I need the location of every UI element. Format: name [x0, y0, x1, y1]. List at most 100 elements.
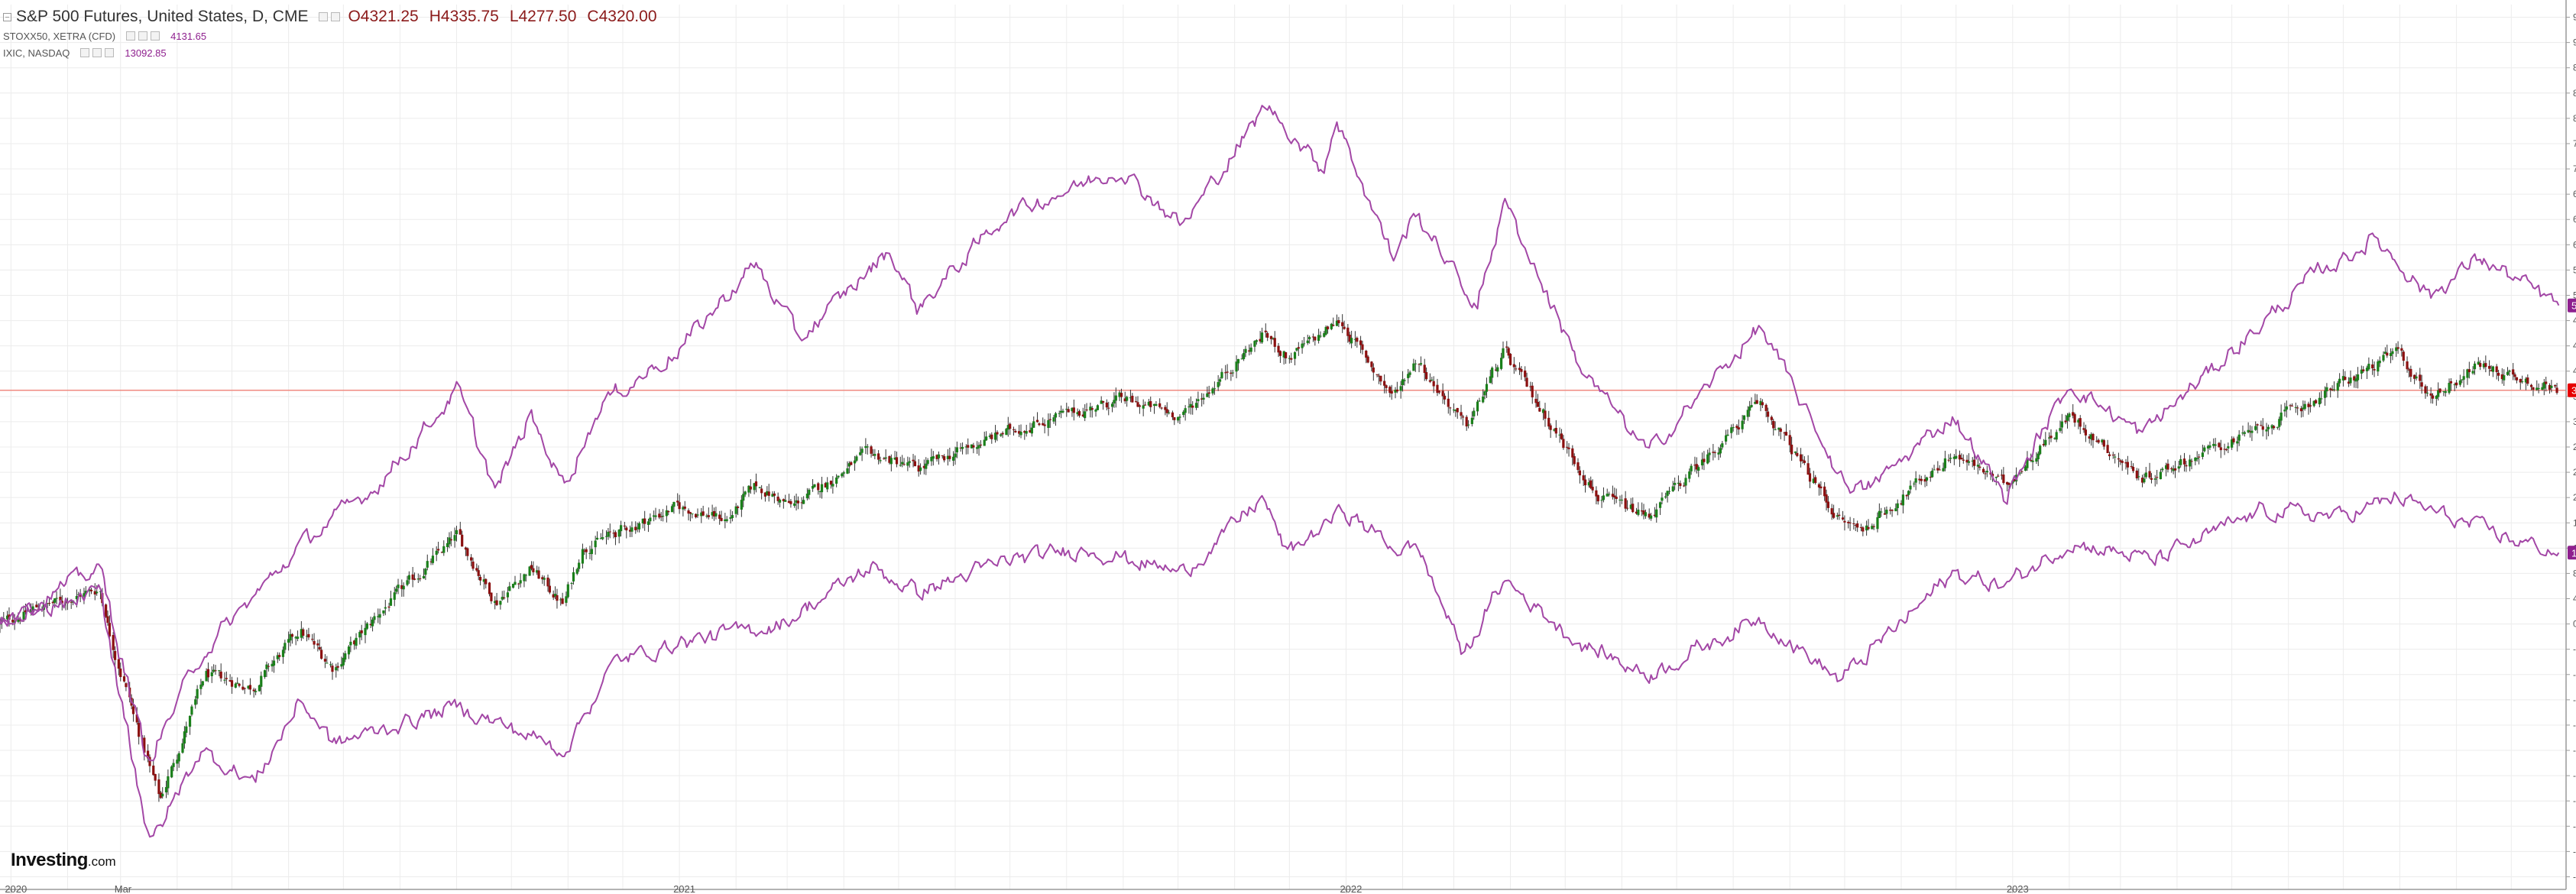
chart-series: [0, 105, 2560, 838]
candle-body: [2194, 457, 2197, 462]
candle: [877, 450, 880, 465]
candle: [707, 507, 710, 520]
candle-body: [653, 515, 656, 517]
candle-body: [281, 649, 285, 657]
candle-body: [424, 568, 427, 575]
candle: [248, 678, 252, 695]
candle-body: [1483, 391, 1486, 396]
candle-body: [808, 489, 811, 495]
candle: [1226, 364, 1229, 380]
candle: [687, 508, 690, 521]
candle: [653, 510, 656, 522]
candle-body: [2150, 478, 2153, 480]
candle: [331, 662, 334, 680]
legend-open: O4321.25: [348, 8, 419, 25]
candle-body: [1637, 509, 1640, 515]
candle-body: [2407, 369, 2411, 371]
candle-body: [70, 601, 73, 603]
candle-body: [1147, 401, 1150, 406]
candle-body: [2267, 426, 2270, 429]
candle: [1589, 476, 1593, 490]
candle-body: [2208, 445, 2211, 448]
candle-body: [951, 456, 955, 461]
candle: [199, 679, 203, 695]
candle: [176, 754, 179, 772]
hide-icon[interactable]: [331, 12, 341, 21]
candle-body: [1819, 486, 1823, 489]
candle-body: [561, 598, 564, 604]
candle-body: [1661, 497, 1664, 501]
candle: [190, 705, 193, 717]
candle: [818, 491, 821, 498]
hide-icon[interactable]: [92, 48, 102, 57]
candle-body: [1255, 340, 1258, 342]
candle-body: [1891, 510, 1894, 511]
candle: [1595, 486, 1598, 505]
candle: [795, 493, 798, 511]
y-axis[interactable]: 96.00%92.00%88.00%84.00%80.00%76.00%72.0…: [2565, 0, 2576, 889]
candle: [658, 509, 661, 520]
settings-icon[interactable]: [126, 31, 136, 40]
candle: [546, 574, 549, 592]
candle-body: [1994, 477, 1998, 478]
candle-body: [2454, 382, 2458, 386]
candle: [889, 454, 893, 471]
candle-body: [2302, 407, 2305, 410]
candle: [2223, 443, 2226, 455]
candle: [796, 496, 800, 510]
candle-body: [2435, 396, 2438, 399]
candle: [1202, 393, 1205, 405]
candle-body: [1076, 412, 1079, 415]
candle-body: [559, 599, 562, 601]
candle-body: [1047, 419, 1050, 428]
hide-icon[interactable]: [138, 31, 148, 40]
candle: [183, 726, 186, 749]
candle: [2526, 374, 2529, 386]
settings-icon[interactable]: [319, 12, 329, 21]
candle-body: [1784, 432, 1788, 436]
candle: [2250, 426, 2254, 442]
candle: [1883, 507, 1887, 515]
y-tick-label: 76.00%: [2573, 138, 2576, 149]
candle: [2437, 382, 2440, 401]
candle-body: [508, 586, 511, 591]
candle-body: [2329, 388, 2332, 390]
candle: [1536, 394, 1540, 407]
remove-icon[interactable]: [151, 31, 160, 40]
candle-body: [323, 659, 327, 662]
candle: [1631, 497, 1635, 513]
candle: [1615, 488, 1618, 504]
candle: [185, 721, 188, 737]
candle: [1473, 407, 1476, 420]
candle: [499, 601, 502, 610]
candle-body: [961, 446, 964, 449]
candle-body: [1901, 494, 1905, 506]
candle: [2323, 386, 2327, 407]
collapse-legend-icon[interactable]: [3, 12, 11, 21]
candle-body: [543, 578, 546, 580]
candle-body: [1323, 332, 1326, 337]
candle: [979, 440, 983, 449]
candle: [2153, 475, 2156, 487]
candle-body: [5, 615, 9, 620]
candle-body: [1900, 503, 1903, 505]
settings-icon[interactable]: [80, 48, 90, 57]
candle-body: [1014, 430, 1017, 432]
candle-body: [784, 500, 787, 502]
candle: [1197, 391, 1200, 408]
candle: [1025, 424, 1028, 437]
candle-body: [1135, 401, 1138, 403]
candle: [884, 449, 887, 462]
candle: [570, 581, 573, 590]
candle: [400, 579, 403, 598]
candle-body: [972, 445, 975, 448]
candle: [2353, 375, 2356, 388]
candle-body: [218, 670, 221, 672]
x-axis[interactable]: 2020 Mar 2021 2022 2023: [0, 883, 2566, 894]
remove-icon[interactable]: [105, 48, 115, 57]
candle-body: [1084, 411, 1087, 419]
candle: [1317, 329, 1320, 344]
candle-body: [1164, 407, 1167, 410]
candle-body: [2039, 445, 2042, 455]
